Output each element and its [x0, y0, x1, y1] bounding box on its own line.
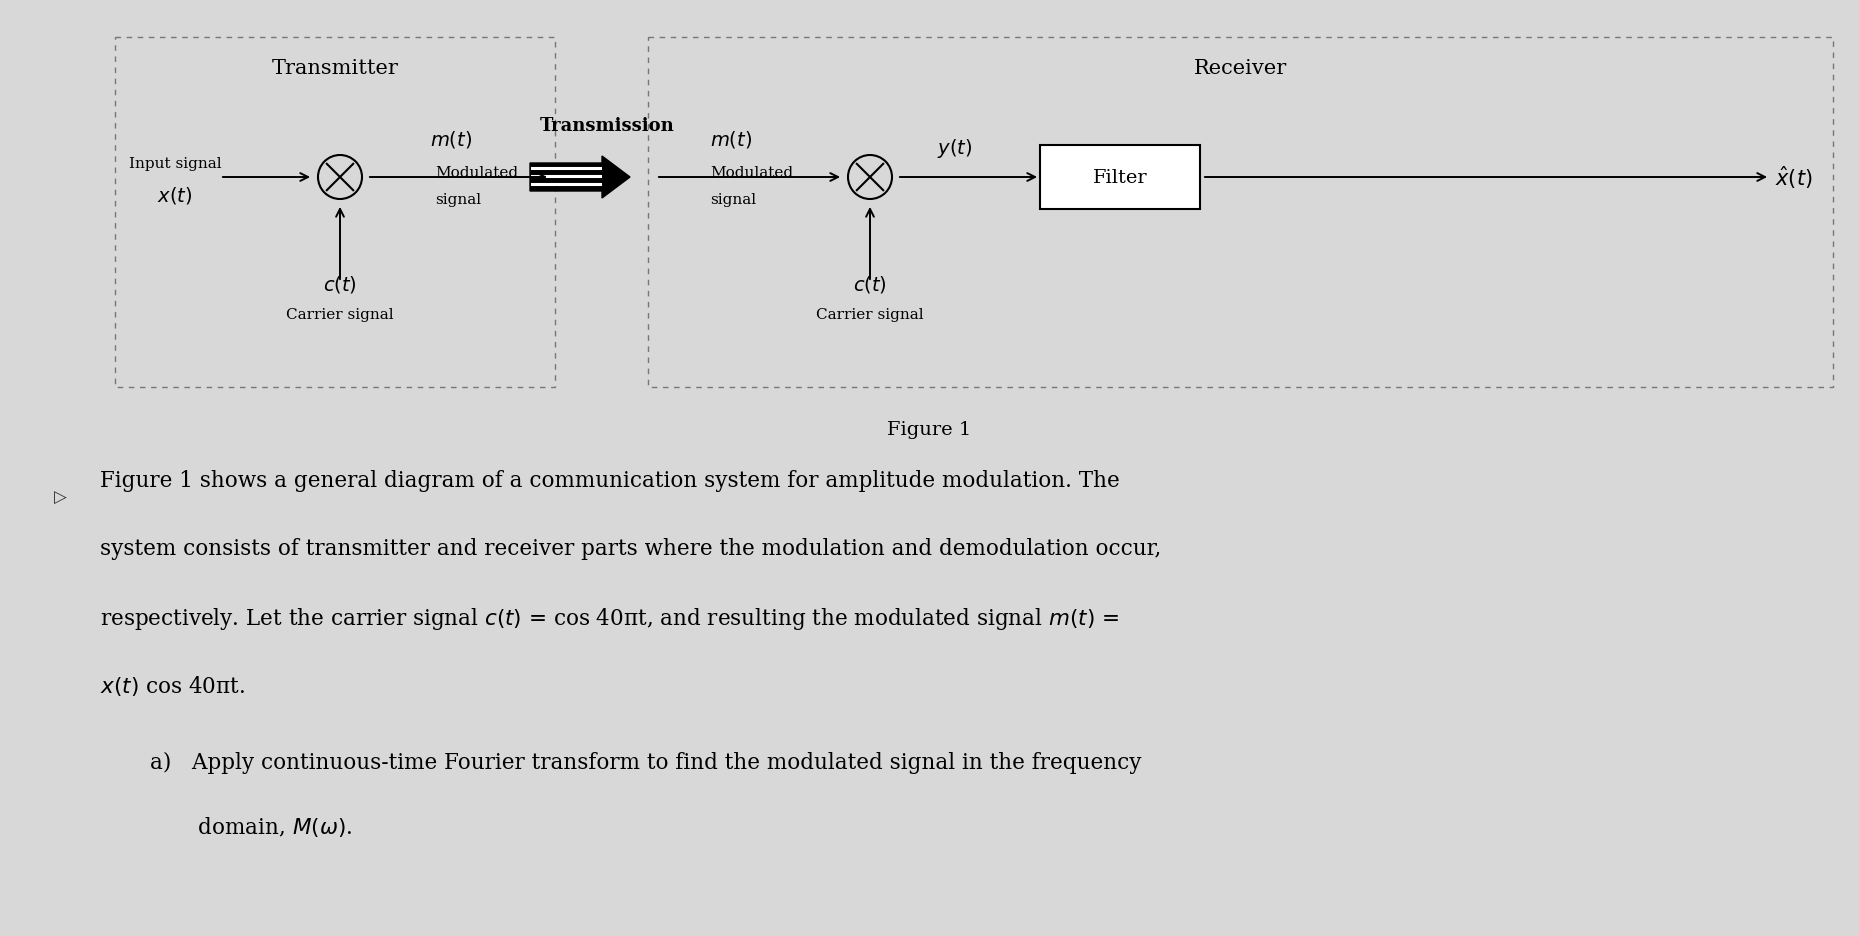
- Text: $x(t)$: $x(t)$: [158, 185, 193, 206]
- Bar: [115, 38, 556, 388]
- Text: domain, $M(\omega)$.: domain, $M(\omega)$.: [151, 814, 351, 838]
- Text: $x(t)$ cos 40πt.: $x(t)$ cos 40πt.: [100, 673, 245, 697]
- Text: Carrier signal: Carrier signal: [816, 308, 924, 322]
- Text: signal: signal: [710, 193, 757, 207]
- Text: $\hat{x}(t)$: $\hat{x}(t)$: [1775, 165, 1813, 191]
- Text: Figure 1: Figure 1: [887, 420, 970, 439]
- Text: $m(t)$: $m(t)$: [429, 129, 472, 151]
- Text: Modulated: Modulated: [435, 166, 519, 180]
- Text: system consists of transmitter and receiver parts where the modulation and demod: system consists of transmitter and recei…: [100, 537, 1162, 560]
- Text: $c(t)$: $c(t)$: [323, 274, 357, 295]
- Text: $c(t)$: $c(t)$: [853, 274, 887, 295]
- Text: respectively. Let the carrier signal $c(t)$ = cos 40πt, and resulting the modula: respectively. Let the carrier signal $c(…: [100, 606, 1119, 631]
- Text: Input signal: Input signal: [128, 157, 221, 170]
- Bar: [649, 38, 1833, 388]
- Text: Transmitter: Transmitter: [271, 58, 398, 78]
- Text: Transmission: Transmission: [539, 117, 675, 135]
- Text: signal: signal: [435, 193, 481, 207]
- Bar: [1039, 146, 1201, 210]
- Text: Figure 1 shows a general diagram of a communication system for amplitude modulat: Figure 1 shows a general diagram of a co…: [100, 470, 1119, 491]
- Text: ▷: ▷: [54, 490, 67, 506]
- Text: Modulated: Modulated: [710, 166, 794, 180]
- Text: Carrier signal: Carrier signal: [286, 308, 394, 322]
- Text: $m(t)$: $m(t)$: [710, 129, 753, 151]
- Text: Receiver: Receiver: [1193, 58, 1286, 78]
- FancyArrow shape: [530, 157, 630, 198]
- Text: $y(t)$: $y(t)$: [937, 137, 972, 159]
- Text: Filter: Filter: [1093, 168, 1147, 187]
- Text: a)   Apply continuous-time Fourier transform to find the modulated signal in the: a) Apply continuous-time Fourier transfo…: [151, 752, 1141, 773]
